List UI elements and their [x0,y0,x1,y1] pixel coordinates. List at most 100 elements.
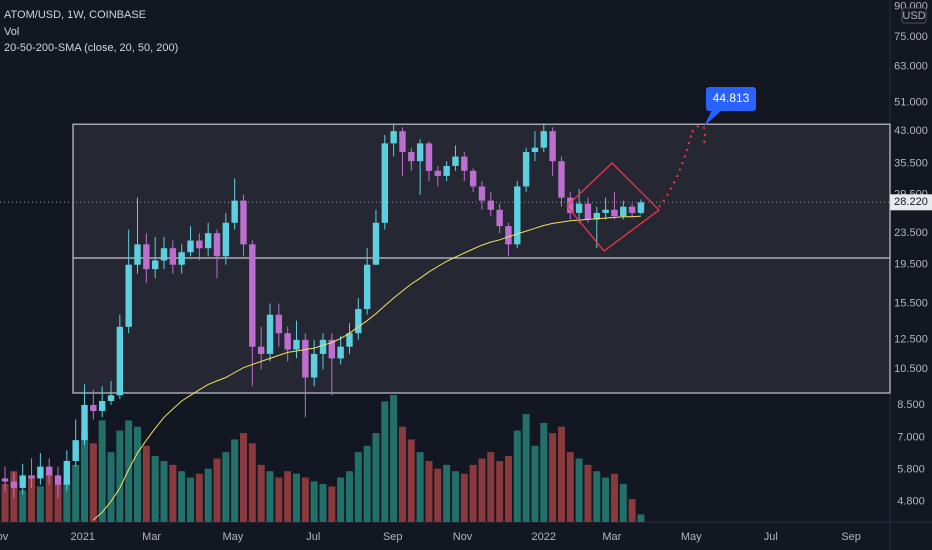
volume-bar [107,452,115,522]
candle-body [178,252,185,265]
volume-bar [319,483,327,522]
candle-body [416,143,424,162]
volume-bar [222,452,230,522]
volume-bar [275,477,283,522]
candle-body [151,260,159,270]
candle-body [107,395,115,402]
volume-bar [54,483,62,522]
candle-body [337,346,344,359]
volume-bar [637,514,645,522]
volume-bar [443,464,451,522]
candle-body [478,186,486,201]
volume-bar [372,433,380,522]
volume-bar [566,452,574,522]
volume-bar [407,439,415,522]
candle-body [231,200,238,223]
volume-bar [134,426,142,522]
volume-bar [284,471,292,522]
y-tick-label: 10.500 [894,363,928,375]
volume-bar [549,433,557,522]
volume-bar [116,430,124,522]
x-tick-label: 2022 [532,531,556,543]
currency-box [901,7,927,24]
range-box-fill [72,123,891,394]
candle-body [381,143,389,223]
volume-bar [204,468,212,522]
indicator-label: Vol [4,26,19,38]
candle-body [249,244,256,347]
indicator-label: 20-50-200-SMA (close, 20, 50, 200) [4,42,178,54]
y-tick-label: 7.000 [897,432,925,444]
candle-body [10,481,18,488]
candle-body [204,233,212,249]
volume-bar [584,464,592,522]
volume-bar [248,443,256,522]
candle-body [575,203,583,213]
candle-body [628,206,636,213]
candle-body [390,131,397,144]
volume-bar [416,452,424,522]
volume-bar [522,414,530,522]
volume-bar [178,471,186,522]
candle-body [116,326,124,396]
candle-body [540,131,547,148]
volume-bar [575,458,583,522]
volume-bar [540,422,548,522]
currency: USD [902,10,925,22]
volume-bar [81,433,89,522]
candle-body [169,248,177,265]
candle-body [266,314,274,354]
volume-bar [187,477,195,522]
candle-body [461,156,468,171]
volume-bar [151,455,159,522]
candle-body [469,170,477,187]
candle-body [531,147,539,153]
volume-bar [610,473,618,522]
volume-bar [301,477,309,522]
candle-body [452,156,459,166]
candle-body [558,161,565,198]
x-tick-label: ov [0,531,9,543]
candle-body [37,466,44,479]
candle-body [522,152,530,187]
candle-body [514,186,521,245]
candle-body [257,346,265,354]
candle-body [284,333,291,350]
candle-body [549,131,556,162]
volume-bar [487,452,495,522]
diamond-pattern [566,162,660,252]
volume-bar [531,445,539,522]
candle-body [408,152,415,162]
candle-body [81,404,88,441]
volume-bar [390,395,398,522]
annotation-pointer [704,110,722,127]
volume-bar [337,477,345,522]
volume-bar [1,483,9,522]
candle-body [213,233,221,257]
candle-body [1,478,9,482]
candle-body [505,226,512,245]
candle-body [28,475,35,479]
range-box [0,123,891,394]
candle-body [160,248,168,261]
volume-bar [28,477,36,522]
annotation-box [706,87,756,111]
volume-bar [628,499,636,522]
candle-body [98,401,106,412]
x-tick-label: Jul [306,531,320,543]
candle-body [602,209,609,213]
volume-bar [89,443,97,522]
candle-body [434,170,442,176]
candle-body [196,240,203,249]
volume-bar [257,464,265,522]
volume-bar [195,473,203,522]
price-pane [1,123,645,521]
candle-body [372,222,380,265]
volume-bar [478,458,486,522]
y-tick-label: 8.500 [897,399,925,411]
volume-bar [619,483,627,522]
y-tick-label: 12.500 [894,334,928,346]
volume-bar [213,458,221,522]
x-tick-label: 2021 [71,531,95,543]
